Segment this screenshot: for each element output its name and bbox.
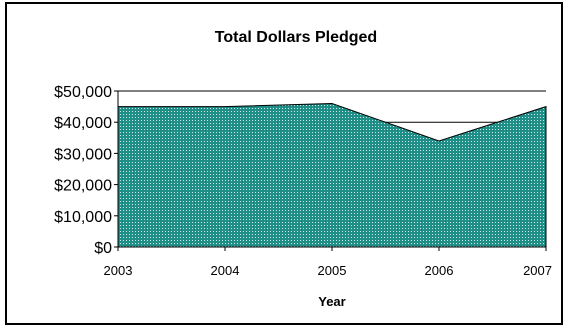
x-tick-label: 2005	[318, 263, 347, 278]
x-axis-title: Year	[318, 294, 345, 309]
y-tick-label: $0	[94, 240, 112, 257]
x-tick-label: 2007	[523, 263, 552, 278]
y-tick-label: $10,000	[54, 209, 112, 226]
x-tick-label: 2003	[104, 263, 133, 278]
y-tick-label: $30,000	[54, 146, 112, 163]
x-tick-label: 2006	[425, 263, 454, 278]
area-series	[117, 102, 547, 248]
y-tick-label: $20,000	[54, 178, 112, 195]
x-tick-label: 2004	[211, 263, 240, 278]
chart-title: Total Dollars Pledged	[215, 29, 377, 46]
y-axis-ticks: $0 $10,000 $20,000 $30,000 $40,000 $50,000	[54, 84, 118, 257]
y-tick-label: $50,000	[54, 84, 112, 101]
x-axis-ticks: 2003 2004 2005 2006 2007	[104, 247, 552, 278]
y-tick-label: $40,000	[54, 115, 112, 132]
area-series-fill	[117, 102, 547, 248]
